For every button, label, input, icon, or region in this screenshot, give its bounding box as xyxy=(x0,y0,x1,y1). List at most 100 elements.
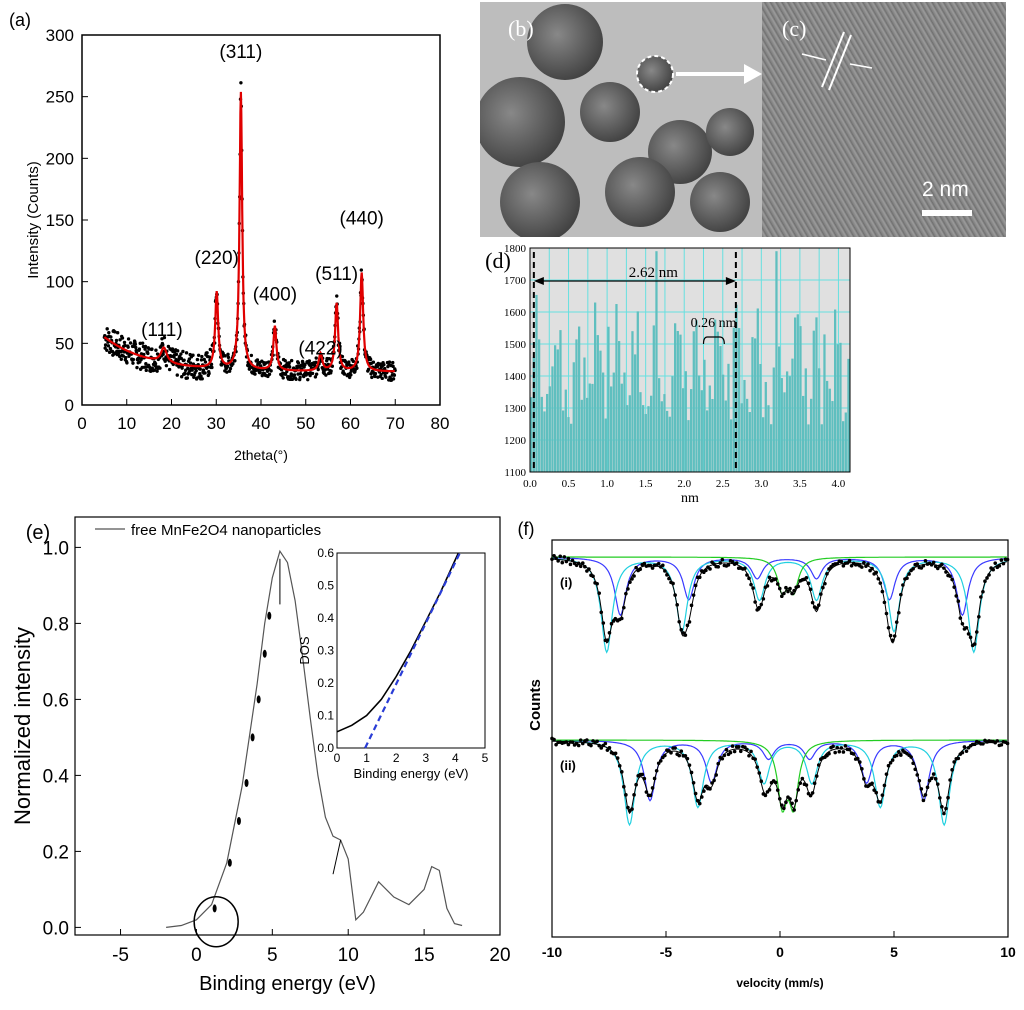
data-point xyxy=(125,361,129,365)
data-point xyxy=(105,327,109,331)
data-point xyxy=(882,600,887,605)
data-point xyxy=(948,778,952,782)
data-point xyxy=(999,558,1004,562)
profile-bar xyxy=(732,327,735,472)
data-point xyxy=(307,359,312,363)
data-point xyxy=(919,787,924,791)
profile-bar xyxy=(724,400,727,472)
data-point xyxy=(808,793,813,798)
data-point xyxy=(126,345,130,349)
data-point xyxy=(730,560,735,564)
data-point xyxy=(702,789,706,793)
y-tick-label: 0.2 xyxy=(43,842,69,863)
data-point xyxy=(107,330,111,335)
inset-x-tick-label: 0 xyxy=(334,751,341,765)
data-point xyxy=(905,576,909,580)
data-point xyxy=(329,369,333,373)
data-point xyxy=(874,570,879,575)
data-point xyxy=(566,556,571,561)
data-point xyxy=(196,353,201,358)
data-point xyxy=(184,351,189,355)
data-point xyxy=(736,744,741,749)
profile-bar xyxy=(543,411,546,472)
data-point xyxy=(716,565,721,569)
data-point xyxy=(632,574,636,578)
data-point xyxy=(566,742,571,747)
data-point xyxy=(373,374,377,379)
data-point xyxy=(103,343,108,347)
data-point xyxy=(287,365,292,369)
data-point xyxy=(239,81,243,85)
data-point xyxy=(765,584,770,588)
data-point xyxy=(161,352,165,356)
data-point xyxy=(886,763,891,768)
data-point xyxy=(310,371,315,376)
profile-bar xyxy=(762,417,765,472)
data-point xyxy=(812,781,817,786)
data-point xyxy=(819,592,823,596)
data-point xyxy=(638,567,643,572)
data-point xyxy=(708,787,712,791)
data-point xyxy=(379,372,383,377)
data-point xyxy=(296,361,301,365)
data-point xyxy=(866,562,870,566)
profile-bar xyxy=(770,424,773,472)
x-tick-label: 15 xyxy=(414,945,435,966)
profile-bar xyxy=(716,331,719,472)
data-point xyxy=(167,367,172,372)
profile-bar xyxy=(676,330,679,472)
data-point xyxy=(749,749,753,754)
y-tick-label: 1600 xyxy=(504,307,527,319)
x-axis-label: velocity (mm/s) xyxy=(736,976,823,990)
data-point xyxy=(720,756,725,761)
data-point xyxy=(995,739,1000,743)
profile-bar xyxy=(836,344,839,472)
data-point xyxy=(964,625,969,630)
data-point xyxy=(966,632,971,636)
mossbauer-panel: -10 -5 0 5 10 velocity (mm/s) Counts (f) (i) (ii) xyxy=(510,505,1024,1005)
data-point xyxy=(583,564,587,569)
data-point xyxy=(605,638,610,642)
x-tick-label: 4.0 xyxy=(832,478,846,490)
data-point xyxy=(624,591,628,596)
data-point xyxy=(663,569,667,573)
data-point xyxy=(656,561,661,566)
x-tick-label: -10 xyxy=(542,944,562,960)
data-point xyxy=(862,560,866,565)
profile-bar xyxy=(788,376,791,472)
profile-bar xyxy=(839,342,842,472)
data-point xyxy=(366,367,371,372)
data-point xyxy=(794,798,798,803)
x-tick-label: 40 xyxy=(252,414,271,433)
data-point xyxy=(294,377,298,381)
legend-label: free MnFe2O4 nanoparticles xyxy=(131,522,321,539)
valence-band-panel: -5 0 5 10 15 20 0.0 0.2 0.4 0.6 0.8 1.0 Binding ener… xyxy=(0,505,520,1005)
inset-x-tick-label: 4 xyxy=(452,751,459,765)
profile-bar xyxy=(599,350,602,472)
data-point xyxy=(335,294,339,298)
data-point xyxy=(849,564,854,568)
data-point xyxy=(233,358,237,363)
inset-x-tick-label: 1 xyxy=(363,751,370,765)
data-point xyxy=(225,364,230,369)
data-point xyxy=(972,742,977,747)
data-point xyxy=(619,616,624,621)
inset-y-tick-label: 0.4 xyxy=(317,611,334,625)
data-point xyxy=(283,358,287,363)
data-point xyxy=(143,347,147,351)
profile-bar xyxy=(786,371,789,472)
data-point xyxy=(119,349,123,354)
data-point xyxy=(642,561,647,566)
data-point xyxy=(915,562,920,566)
panel-label-c: (c) xyxy=(782,16,807,41)
data-point xyxy=(833,750,837,755)
inset-fit-line xyxy=(364,552,461,749)
data-point xyxy=(105,348,109,352)
data-point xyxy=(630,807,634,811)
data-point xyxy=(888,760,893,765)
y-tick-label: 1500 xyxy=(504,339,527,351)
data-point xyxy=(896,749,901,754)
profile-bar xyxy=(671,376,674,472)
data-point xyxy=(679,627,684,632)
data-point xyxy=(831,744,835,749)
